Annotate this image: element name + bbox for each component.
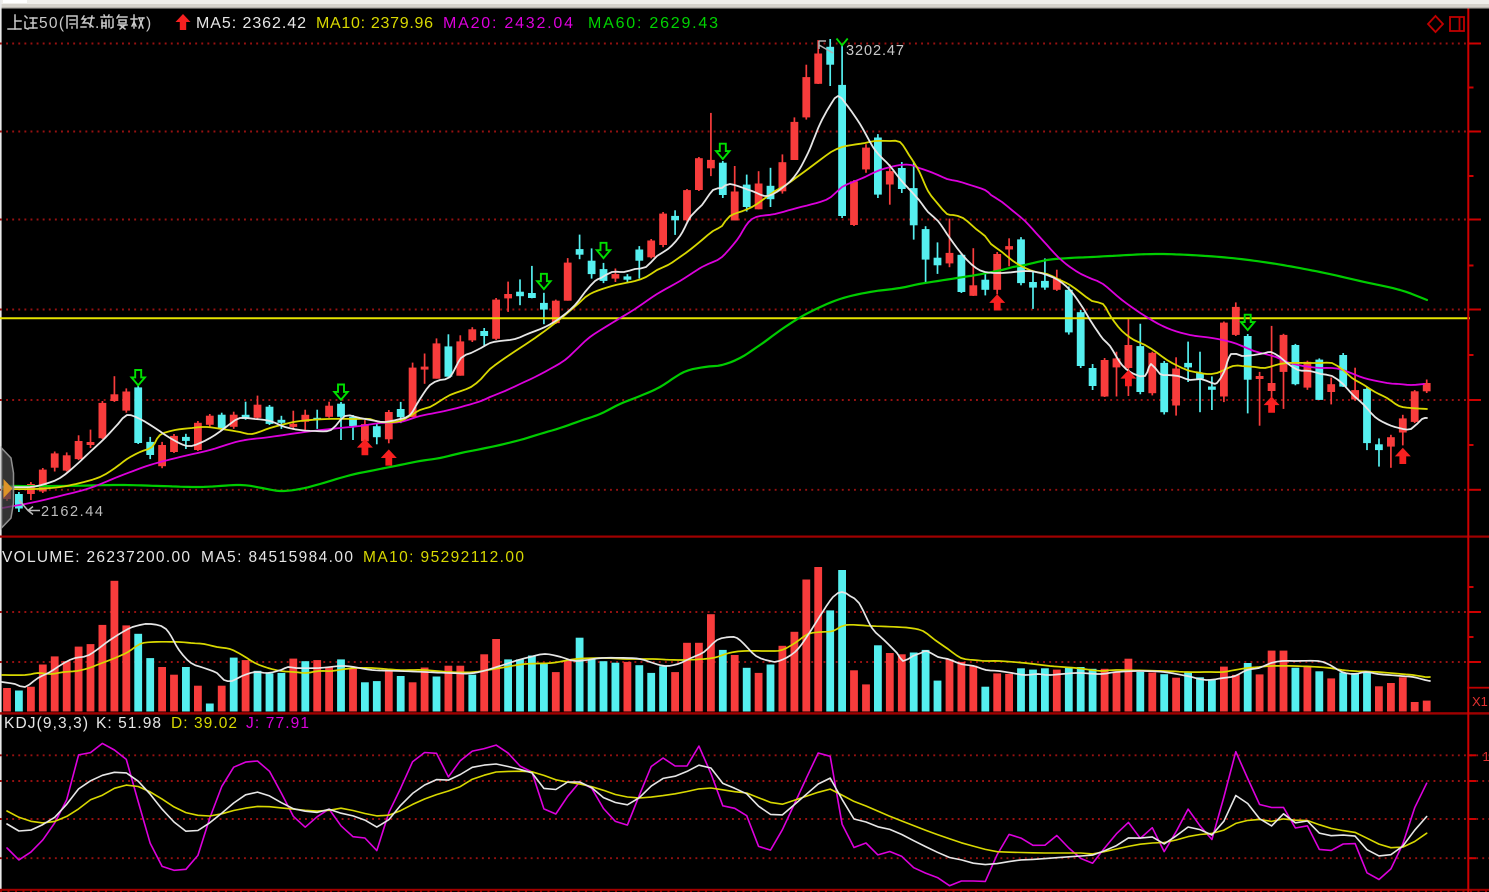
svg-text:D: 39.02: D: 39.02 xyxy=(171,715,237,732)
svg-text:MA5: 2362.42: MA5: 2362.42 xyxy=(196,15,306,32)
svg-text:): ) xyxy=(146,15,151,32)
svg-text:X1: X1 xyxy=(1472,694,1488,709)
svg-text:MA20: 2432.04: MA20: 2432.04 xyxy=(443,15,573,32)
svg-text:2162.44: 2162.44 xyxy=(41,504,103,520)
svg-text:3202.47: 3202.47 xyxy=(846,43,904,59)
svg-text:K: 51.98: K: 51.98 xyxy=(96,715,161,732)
svg-text:VOLUME: 26237200.00: VOLUME: 26237200.00 xyxy=(2,549,190,566)
svg-text:MA10: 2379.96: MA10: 2379.96 xyxy=(316,15,433,32)
svg-text:.: . xyxy=(95,15,99,32)
svg-text:J: 77.91: J: 77.91 xyxy=(246,715,309,732)
svg-text:MA10: 95292112.00: MA10: 95292112.00 xyxy=(363,549,524,566)
svg-text:50(: 50( xyxy=(39,15,65,32)
svg-text:KDJ(9,3,3): KDJ(9,3,3) xyxy=(4,715,88,732)
svg-text:10: 10 xyxy=(1483,749,1489,764)
svg-text:MA60: 2629.43: MA60: 2629.43 xyxy=(588,15,718,32)
